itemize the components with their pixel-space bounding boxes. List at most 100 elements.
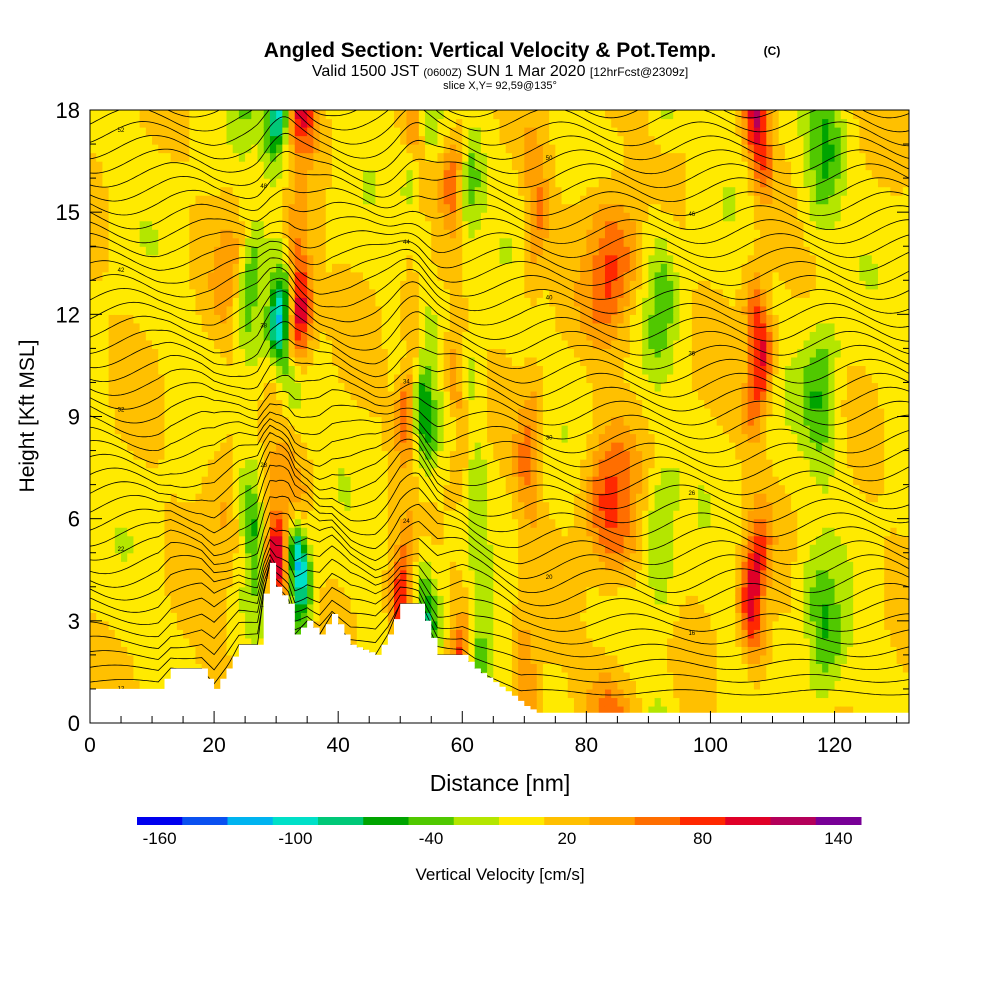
field-cell (344, 595, 352, 605)
field-cell (251, 416, 259, 426)
field-cell (338, 399, 345, 409)
field-cell (350, 169, 358, 179)
field-cell (480, 433, 488, 443)
field-cell (189, 561, 197, 571)
field-cell (127, 442, 135, 452)
field-cell (394, 416, 401, 426)
field-cell (207, 612, 215, 622)
field-cell (207, 161, 215, 171)
field-cell (294, 416, 302, 426)
field-cell (313, 586, 321, 596)
field-cell (176, 484, 184, 494)
field-cell (381, 305, 389, 315)
field-cell (257, 365, 265, 375)
field-cell (443, 288, 451, 298)
field-cell (437, 416, 445, 426)
field-cell (269, 339, 277, 349)
field-cell (387, 467, 395, 477)
field-cell (214, 501, 221, 511)
field-cell (511, 493, 519, 503)
field-cell (145, 442, 153, 452)
field-cell (288, 544, 296, 554)
field-cell (245, 356, 252, 367)
field-cell (90, 629, 97, 639)
field-cell (238, 144, 246, 154)
field-cell (269, 450, 277, 460)
field-cell (493, 561, 501, 571)
field-cell (493, 637, 501, 647)
field-cell (375, 229, 383, 239)
field-cell (251, 144, 259, 154)
field-cell (462, 442, 470, 452)
field-cell (238, 518, 246, 528)
field-cell (443, 603, 451, 613)
field-cell (257, 271, 265, 281)
field-cell (412, 331, 420, 341)
field-cell (462, 544, 470, 554)
field-cell (108, 220, 116, 230)
field-cell (170, 254, 178, 264)
field-cell (276, 365, 283, 375)
field-cell (257, 629, 265, 639)
field-cell (493, 467, 501, 477)
field-cell (425, 220, 432, 230)
field-cell (96, 407, 103, 418)
field-cell (307, 288, 314, 298)
field-cell (443, 459, 451, 469)
field-cell (294, 476, 302, 486)
field-cell (487, 484, 494, 494)
field-cell (288, 459, 296, 469)
field-cell (412, 169, 420, 179)
field-cell (288, 144, 296, 154)
field-cell (257, 339, 265, 349)
field-cell (319, 118, 327, 128)
field-cell (201, 620, 209, 630)
field-cell (431, 399, 439, 409)
field-cell (276, 578, 283, 588)
field-cell (300, 348, 308, 358)
field-cell (456, 467, 463, 477)
field-cell (226, 356, 234, 367)
field-cell (207, 663, 215, 673)
field-cell (493, 663, 501, 673)
field-cell (394, 603, 401, 613)
field-cell (195, 476, 203, 486)
field-cell (462, 612, 470, 622)
field-cell (456, 501, 463, 511)
field-cell (263, 186, 271, 196)
field-cell (294, 178, 302, 188)
field-cell (251, 195, 259, 205)
field-cell (108, 527, 116, 537)
field-cell (245, 237, 252, 247)
field-cell (96, 399, 103, 409)
field-cell (195, 510, 203, 520)
field-cell (257, 416, 265, 426)
field-cell (207, 484, 215, 494)
field-cell (170, 578, 178, 588)
field-cell (338, 212, 345, 222)
field-cell (294, 220, 302, 230)
field-cell (133, 407, 141, 418)
field-cell (121, 518, 128, 528)
field-cell (331, 263, 339, 273)
field-cell (344, 195, 352, 205)
field-cell (325, 578, 333, 588)
field-cell (338, 459, 345, 469)
field-cell (183, 407, 190, 418)
field-cell (331, 297, 339, 307)
field-cell (90, 373, 97, 384)
field-cell (127, 620, 135, 630)
field-cell (369, 501, 376, 511)
field-cell (226, 586, 234, 596)
field-cell (499, 535, 507, 545)
field-cell (511, 569, 519, 579)
field-cell (456, 195, 463, 205)
field-cell (344, 382, 352, 392)
field-cell (400, 586, 408, 596)
field-cell (387, 314, 395, 324)
field-cell (487, 416, 494, 426)
field-cell (183, 637, 190, 647)
field-cell (437, 178, 445, 188)
field-cell (394, 297, 401, 307)
field-cell (480, 152, 488, 162)
